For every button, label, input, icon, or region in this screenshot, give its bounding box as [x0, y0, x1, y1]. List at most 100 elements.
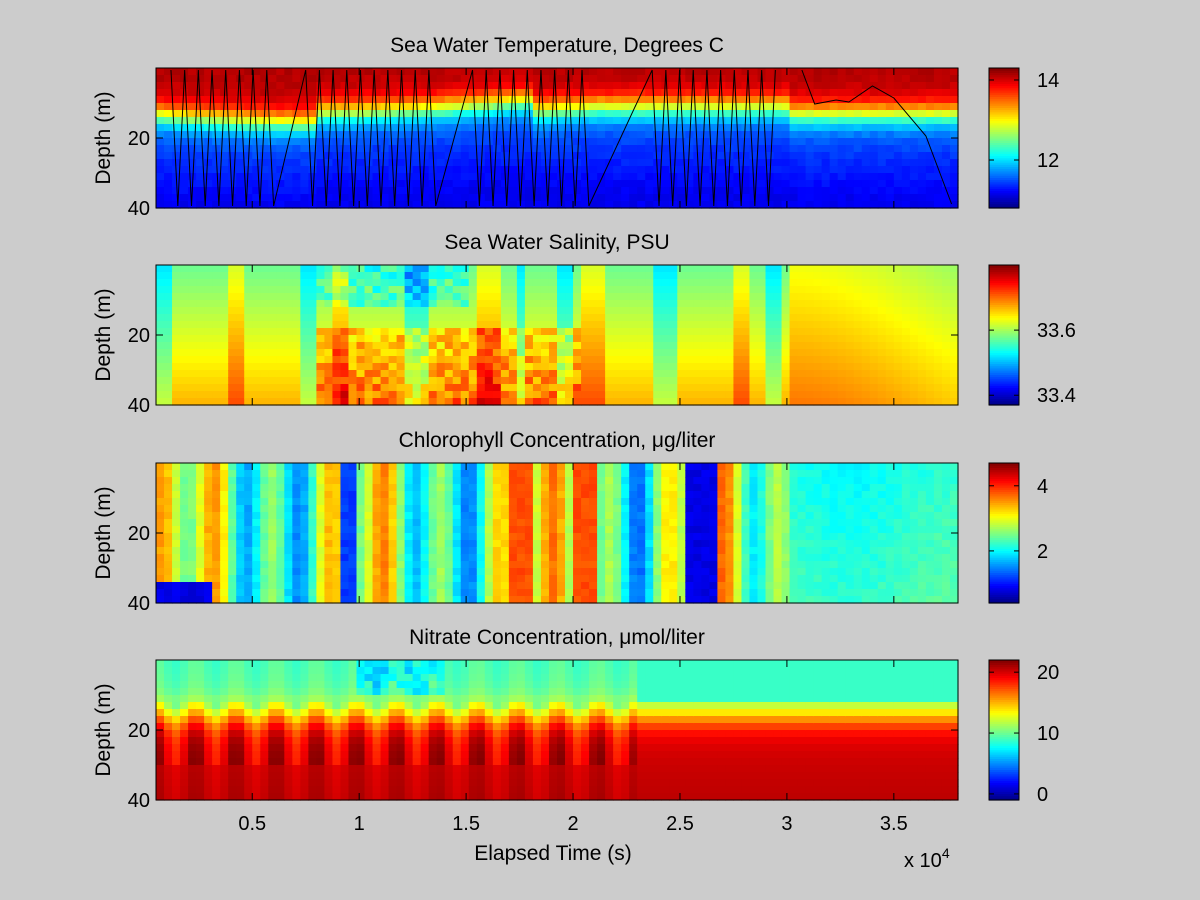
heatmap-cell	[324, 286, 334, 294]
heatmap-cell	[765, 384, 775, 392]
heatmap-cell	[540, 187, 550, 195]
heatmap-cell	[573, 272, 582, 280]
heatmap-cell	[733, 398, 743, 406]
heatmap-cell	[813, 356, 823, 364]
heatmap-cell	[156, 103, 165, 111]
heatmap-cell	[220, 491, 229, 499]
heatmap-cell	[677, 194, 686, 202]
heatmap-cell	[348, 491, 358, 499]
heatmap-cell	[725, 272, 735, 280]
heatmap-cell	[557, 286, 566, 294]
heatmap-cell	[188, 96, 197, 104]
heatmap-cell	[581, 356, 590, 364]
heatmap-cell	[436, 377, 446, 385]
heatmap-cell	[725, 201, 735, 209]
colorbar-step	[989, 122, 1019, 126]
heatmap-cell	[629, 96, 638, 104]
heatmap-cell	[869, 314, 879, 322]
heatmap-cell	[468, 582, 478, 590]
colorbar-step	[989, 271, 1019, 275]
heatmap-cell	[885, 166, 895, 174]
heatmap-cell	[284, 187, 293, 195]
heatmap-cell	[597, 356, 606, 364]
heatmap-cell	[733, 314, 743, 322]
heatmap-cell	[164, 300, 173, 308]
heatmap-cell	[308, 519, 317, 527]
heatmap-cell	[885, 138, 895, 146]
heatmap-cell	[853, 103, 863, 111]
heatmap-cell	[460, 131, 470, 139]
heatmap-cell	[853, 187, 863, 195]
heatmap-cell	[348, 159, 358, 167]
heatmap-cell	[645, 68, 654, 76]
heatmap-cell	[276, 293, 285, 301]
heatmap-cell	[164, 554, 173, 562]
heatmap-cell	[172, 110, 181, 118]
heatmap-cell	[412, 498, 422, 506]
heatmap-cell	[244, 470, 253, 478]
heatmap-cell	[332, 307, 342, 315]
heatmap-cell	[356, 286, 366, 294]
heatmap-cell	[276, 152, 285, 160]
heatmap-cell	[388, 96, 398, 104]
heatmap-cell	[677, 75, 686, 83]
heatmap-cell	[837, 335, 847, 343]
colorbar-step	[989, 350, 1019, 354]
heatmap-cell	[268, 568, 277, 576]
heatmap-cell	[789, 328, 799, 336]
heatmap-cell	[340, 145, 350, 153]
heatmap-cell	[436, 582, 446, 590]
heatmap-cell	[685, 398, 694, 406]
heatmap-cell	[677, 152, 686, 160]
heatmap-cell	[260, 265, 269, 273]
heatmap-cell	[500, 342, 510, 350]
heatmap-cell	[252, 540, 261, 548]
heatmap-cell	[581, 159, 590, 167]
heatmap-cell	[156, 272, 165, 280]
heatmap-cell	[629, 335, 638, 343]
heatmap-cell	[701, 110, 710, 118]
heatmap-cell	[573, 180, 582, 188]
heatmap-cell	[156, 470, 165, 478]
heatmap-cell	[260, 152, 269, 160]
heatmap-cell	[941, 110, 951, 118]
heatmap-cell	[180, 89, 189, 97]
heatmap-cell	[765, 159, 775, 167]
heatmap-cell	[212, 526, 221, 534]
heatmap-cell	[164, 110, 173, 118]
heatmap-cell	[356, 505, 366, 513]
heatmap-cell	[460, 286, 470, 294]
heatmap-cell	[300, 484, 309, 492]
heatmap-cell	[516, 110, 526, 118]
colorbar-step	[989, 68, 1019, 71]
heatmap-cell	[324, 187, 334, 195]
colorbar-step	[989, 297, 1019, 301]
heatmap-cell	[188, 505, 197, 513]
heatmap-cell	[220, 582, 229, 590]
heatmap-cell	[933, 82, 943, 90]
heatmap-cell	[492, 187, 502, 195]
heatmap-cell	[372, 159, 382, 167]
heatmap-cell	[532, 342, 542, 350]
heatmap-cell	[164, 470, 173, 478]
heatmap-cell	[164, 342, 173, 350]
heatmap-cell	[781, 166, 791, 174]
heatmap-cell	[252, 391, 261, 399]
heatmap-cell	[404, 180, 414, 188]
heatmap-cell	[773, 68, 783, 76]
heatmap-cell	[901, 68, 911, 76]
heatmap-cell	[228, 68, 237, 76]
heatmap-cell	[332, 363, 342, 371]
heatmap-cell	[845, 356, 855, 364]
heatmap-cell	[268, 575, 277, 583]
heatmap-cell	[901, 82, 911, 90]
heatmap-cell	[444, 124, 454, 132]
heatmap-cell	[244, 335, 253, 343]
heatmap-cell	[605, 335, 614, 343]
heatmap-cell	[605, 138, 614, 146]
heatmap-cell	[597, 377, 606, 385]
heatmap-cell	[565, 187, 574, 195]
heatmap-cell	[725, 398, 735, 406]
heatmap-cell	[725, 314, 735, 322]
heatmap-cell	[765, 117, 775, 125]
